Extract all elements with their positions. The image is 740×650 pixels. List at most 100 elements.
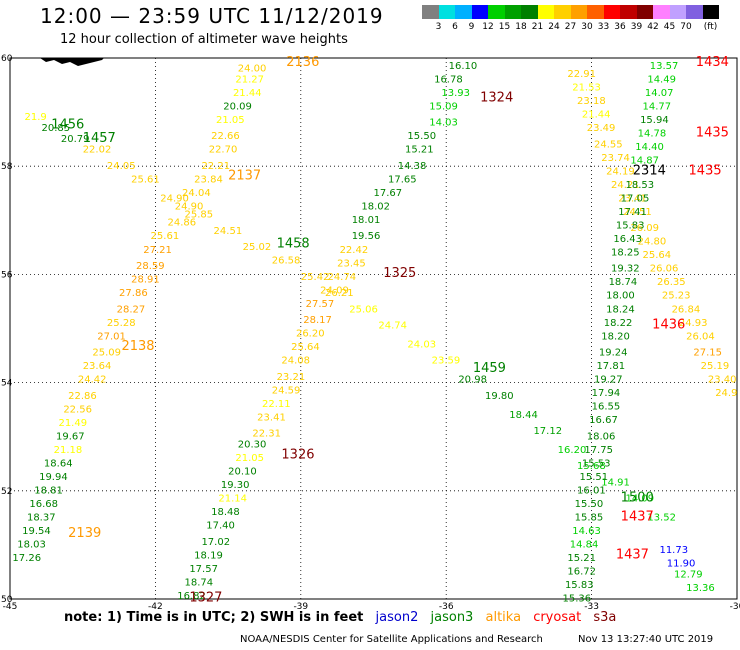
wave-height-value: 22.31 <box>252 429 281 440</box>
wave-height-value: 14.09 <box>626 494 655 505</box>
scale-tick-label: 24 <box>548 22 560 32</box>
scale-swatch <box>570 5 587 19</box>
wave-height-value: 15.21 <box>567 553 596 564</box>
wave-height-value: 13.52 <box>647 513 676 524</box>
wave-height-value: 26.35 <box>657 277 686 288</box>
scale-swatch <box>686 5 703 19</box>
wave-height-value: 17.67 <box>374 188 403 199</box>
scale-tick-label: 3 <box>435 22 442 32</box>
wave-height-value: 25.02 <box>243 242 272 253</box>
wave-height-value: 20.98 <box>458 375 487 386</box>
pass-time-label: 1437 <box>616 547 649 562</box>
wave-height-value: 18.19 <box>194 550 223 561</box>
pass-time-label: 2136 <box>286 55 319 70</box>
wave-height-value: 17.75 <box>584 445 613 456</box>
wave-height-value: 26.04 <box>686 331 715 342</box>
scale-tick-label: 39 <box>630 22 643 32</box>
coastline <box>40 58 104 66</box>
wave-height-value: 18.06 <box>587 431 616 442</box>
legend-note: note: 1) Time is in UTC; 2) SWH is in fe… <box>64 610 624 625</box>
wave-height-value: 15.83 <box>616 220 645 231</box>
wave-height-value: 24.80 <box>638 237 667 248</box>
scale-swatch <box>603 5 620 19</box>
scale-swatch <box>702 5 719 19</box>
wave-height-value: 25.61 <box>131 174 160 185</box>
wave-height-value: 24.21 <box>611 180 640 191</box>
scale-tick-label: 30 <box>581 22 593 32</box>
wave-height-value: 15.36 <box>563 594 592 605</box>
wave-height-value: 23.41 <box>618 193 647 204</box>
wave-height-value: 14.77 <box>642 101 671 112</box>
wave-height-value: 22.42 <box>340 245 369 256</box>
wave-height-value: 17.02 <box>201 537 230 548</box>
wave-height-value: 25.61 <box>151 231 180 242</box>
scale-tick-label: 15 <box>498 22 511 32</box>
scale-swatch <box>669 5 686 19</box>
wave-height-value: 20.79 <box>61 134 90 145</box>
scale-swatch <box>521 5 538 19</box>
scale-swatch <box>554 5 571 19</box>
wave-height-value: 24.51 <box>214 226 243 237</box>
note-text: note: 1) Time is in UTC; 2) SWH is in fe… <box>64 610 364 625</box>
wave-height-value: 20.10 <box>228 467 257 478</box>
wave-height-value: 28.27 <box>117 304 146 315</box>
wave-height-value: 14.91 <box>601 477 630 488</box>
wave-height-value: 19.56 <box>352 231 381 242</box>
wave-height-value: 23.40 <box>708 375 737 386</box>
wave-height-value: 18.81 <box>34 486 63 497</box>
wave-height-value: 27.57 <box>306 299 335 310</box>
scale-swatch <box>537 5 554 19</box>
wave-height-value: 19.54 <box>22 526 51 537</box>
wave-height-value: 21.27 <box>235 74 264 85</box>
wave-height-value: 13.93 <box>441 88 470 99</box>
wave-height-value: 18.64 <box>44 458 73 469</box>
wave-height-value: 18.37 <box>27 513 56 524</box>
wave-height-value: 17.41 <box>618 207 647 218</box>
scale-tick-label: 45 <box>663 22 676 32</box>
wave-height-value: 20.30 <box>238 440 267 451</box>
wave-height-value: 19.67 <box>56 431 85 442</box>
wave-height-value: 25.85 <box>184 210 213 221</box>
wave-height-value: 24.51 <box>623 207 652 218</box>
pass-time-label: 1327 <box>189 591 222 606</box>
wave-height-value: 23.18 <box>577 96 606 107</box>
wave-height-value: 17.12 <box>533 426 562 437</box>
pass-time-label: 1324 <box>480 90 513 105</box>
altimeter-tracks: 21.920.8520.7922.0224.0525.6124.9025.852… <box>12 61 737 605</box>
wave-height-value: 17.65 <box>388 174 417 185</box>
wave-height-value: 25.09 <box>92 348 121 359</box>
x-tick-label: -30 <box>730 602 740 612</box>
wave-height-value: 21.14 <box>218 494 247 505</box>
wave-height-value: 18.20 <box>601 331 630 342</box>
wave-height-value: 15.68 <box>577 461 606 472</box>
wave-height-value: 14.40 <box>635 142 664 153</box>
wave-height-value: 18.53 <box>626 180 655 191</box>
wave-height-value: 14.78 <box>638 128 667 139</box>
wave-height-value: 25.42 <box>301 272 330 283</box>
wave-height-value: 18.02 <box>361 201 390 212</box>
wave-height-value: 14.03 <box>429 118 458 129</box>
wave-height-value: 24.90 <box>160 193 189 204</box>
wave-height-value: 24.03 <box>407 339 436 350</box>
axis-labels: -45 -42 -39 -36 -33 -30 60 58 56 54 52 50 <box>1 54 740 612</box>
scale-tick-label: 33 <box>597 22 610 32</box>
scale-tick-label: 9 <box>468 22 475 32</box>
scale-swatch <box>587 5 604 19</box>
wave-height-value: 26.20 <box>296 329 325 340</box>
pass-time-label: 1434 <box>696 55 729 70</box>
wave-height-value: 24.86 <box>168 218 197 229</box>
wave-height-value: 24.59 <box>272 385 301 396</box>
wave-height-value: 18.74 <box>184 577 213 588</box>
scale-tick-label: 6 <box>452 22 458 32</box>
wave-height-value: 22.11 <box>262 399 291 410</box>
wave-height-value: 17.94 <box>592 388 621 399</box>
scale-tick-label: 70 <box>680 22 692 32</box>
wave-height-value: 24.74 <box>378 321 407 332</box>
wave-height-value: 24.42 <box>78 375 107 386</box>
wave-height-value: 17.81 <box>596 361 625 372</box>
wave-height-value: 14.87 <box>630 155 659 166</box>
wave-height-value: 23.84 <box>194 174 223 185</box>
wave-height-value: 15.50 <box>575 499 604 510</box>
map-title: 12:00 — 23:59 UTC 11/12/2019 <box>40 4 384 28</box>
wave-height-value: 16.82 <box>177 591 206 602</box>
